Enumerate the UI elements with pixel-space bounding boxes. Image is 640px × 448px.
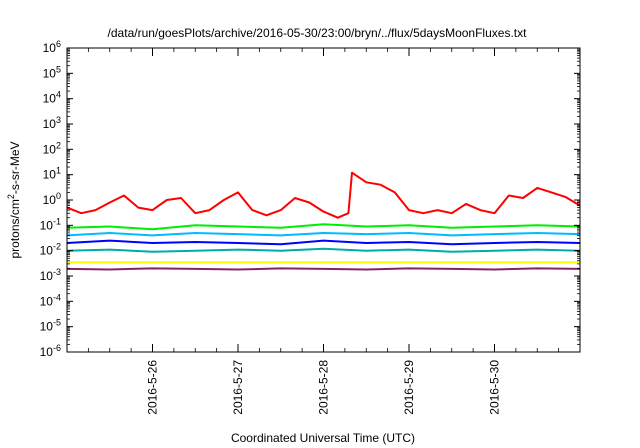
x-tick-label: 2016-5-28 (317, 360, 331, 415)
y-tick-base: 10 (43, 193, 57, 207)
y-axis-label: protons/cm2-s-sr-MeV (6, 141, 22, 258)
y-tick-exponent: -2 (53, 242, 61, 252)
y-tick-exponent: 4 (56, 90, 61, 100)
y-tick-base: 10 (40, 218, 54, 232)
y-tick-label: 100 (43, 191, 61, 207)
y-tick-label: 10-3 (40, 267, 61, 283)
series-layer (66, 171, 581, 271)
series-line-5 (66, 247, 581, 253)
y-tick-base: 10 (43, 92, 57, 106)
y-tick-base: 10 (40, 244, 54, 258)
y-tick-base: 10 (40, 294, 54, 308)
y-axis-label-prefix: protons/cm (8, 199, 22, 258)
y-tick-exponent: 2 (56, 140, 61, 150)
y-tick-base: 10 (43, 66, 57, 80)
y-tick-exponent: -4 (53, 292, 61, 302)
series-line-1 (66, 171, 581, 219)
y-tick-exponent: -6 (53, 343, 61, 353)
y-axis-label-superscript: 2 (6, 194, 16, 199)
y-tick-label: 10-1 (40, 216, 61, 232)
series-line-3 (66, 232, 581, 237)
y-tick-label: 104 (43, 90, 61, 106)
series-line-7 (66, 267, 581, 271)
y-tick-label: 10-2 (40, 242, 61, 258)
y-tick-exponent: -5 (53, 318, 61, 328)
x-tick-label: 2016-5-27 (231, 360, 245, 415)
y-tick-exponent: 6 (56, 39, 61, 49)
y-tick-base: 10 (40, 345, 54, 359)
y-tick-base: 10 (43, 168, 57, 182)
y-axis: 10-610-510-410-310-210-11001011021031041… (40, 39, 580, 359)
series-line-2 (66, 223, 581, 231)
y-tick-exponent: 5 (56, 64, 61, 74)
series-line-4 (66, 239, 581, 246)
x-axis-label: Coordinated Universal Time (UTC) (231, 431, 415, 445)
y-tick-base: 10 (40, 269, 54, 283)
y-tick-exponent: 1 (56, 166, 61, 176)
y-tick-label: 10-5 (40, 318, 61, 334)
y-tick-label: 10-6 (40, 343, 61, 359)
y-tick-exponent: -3 (53, 267, 61, 277)
y-tick-base: 10 (43, 142, 57, 156)
y-tick-label: 10-4 (40, 292, 61, 308)
plot-frame (66, 47, 581, 353)
y-tick-base: 10 (43, 117, 57, 131)
y-tick-label: 101 (43, 166, 61, 182)
y-tick-label: 102 (43, 140, 61, 156)
x-tick-label: 2016-5-29 (402, 360, 416, 415)
y-tick-base: 10 (43, 41, 57, 55)
y-tick-label: 105 (43, 64, 61, 80)
y-tick-label: 103 (43, 115, 61, 131)
y-tick-exponent: 0 (56, 191, 61, 201)
y-tick-base: 10 (40, 320, 54, 334)
chart-title: /data/run/goesPlots/archive/2016-05-30/2… (108, 26, 528, 40)
y-tick-exponent: 3 (56, 115, 61, 125)
x-tick-label: 2016-5-30 (488, 360, 502, 415)
y-tick-label: 106 (43, 39, 61, 55)
y-axis-label-suffix: -s-sr-MeV (8, 141, 22, 194)
y-tick-exponent: -1 (53, 216, 61, 226)
x-axis: 2016-5-26 2016-5-27 2016-5-28 2016-5-29 2016… (87, 48, 560, 415)
x-tick-label: 2016-5-26 (146, 360, 160, 415)
